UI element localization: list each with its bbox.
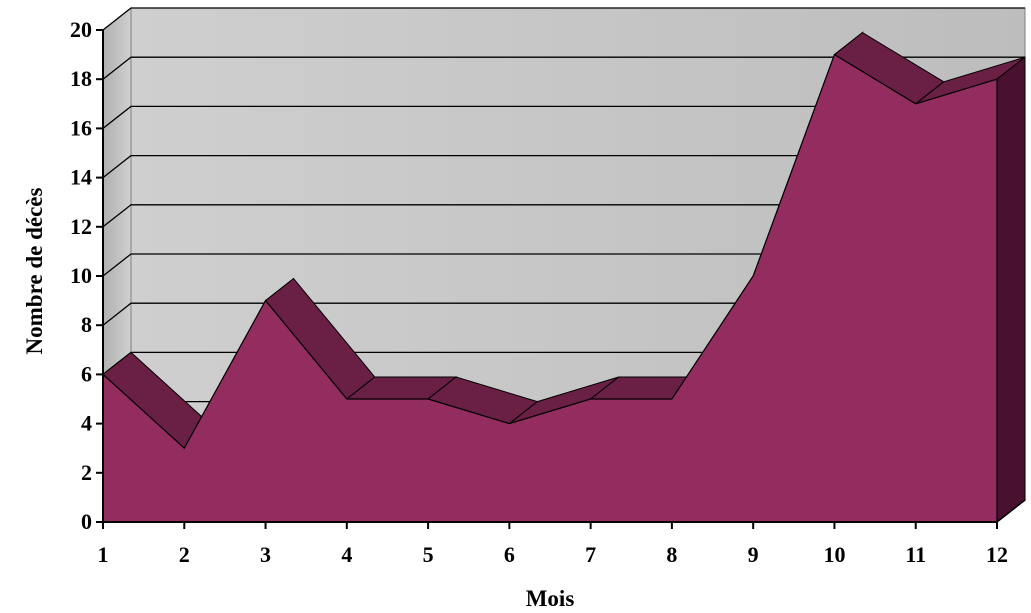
x-tick-label: 1 (98, 542, 109, 567)
gridline (102, 154, 1025, 179)
y-tick-label: 0 (81, 509, 92, 534)
y-axis-title: Nombre de décès (22, 187, 47, 354)
x-tick-label: 12 (986, 542, 1008, 567)
gridline (102, 56, 1025, 80)
gridline (102, 302, 1025, 326)
floor-edge (996, 499, 1026, 523)
x-tick-label: 9 (748, 542, 759, 567)
gridline (102, 253, 1025, 277)
x-tick-label: 8 (666, 542, 677, 567)
gridline (102, 105, 1025, 129)
y-tick-label: 12 (70, 214, 92, 239)
x-axis-ticks: 1 2 3 4 5 6 7 8 9 10 11 12 (98, 522, 1008, 567)
y-tick-label: 2 (81, 460, 92, 485)
x-tick-label: 5 (423, 542, 434, 567)
x-tick-label: 6 (504, 542, 515, 567)
y-tick-label: 4 (81, 411, 92, 436)
x-tick-label: 2 (179, 542, 190, 567)
area-front-face (102, 53, 998, 523)
data-area-series (102, 31, 1026, 524)
y-tick-label: 6 (81, 361, 92, 386)
y-axis-ticks: 0 2 4 6 8 10 12 14 16 18 20 (70, 17, 103, 534)
y-tick-label: 14 (70, 165, 92, 190)
x-tick-label: 10 (823, 542, 845, 567)
x-tick-label: 3 (260, 542, 271, 567)
y-tick-label: 20 (70, 17, 92, 42)
x-tick-label: 4 (341, 542, 352, 567)
x-axis-title: Mois (526, 586, 575, 611)
x-tick-label: 7 (585, 542, 596, 567)
y-tick-label: 10 (70, 263, 92, 288)
y-tick-label: 8 (81, 312, 92, 337)
gridline (102, 7, 1025, 31)
area-end-cap (996, 56, 1026, 524)
y-tick-label: 16 (70, 115, 92, 140)
x-tick-label: 11 (905, 542, 926, 567)
axes (97, 30, 1026, 528)
y-tick-label: 18 (70, 66, 92, 91)
gridline (102, 204, 1025, 228)
